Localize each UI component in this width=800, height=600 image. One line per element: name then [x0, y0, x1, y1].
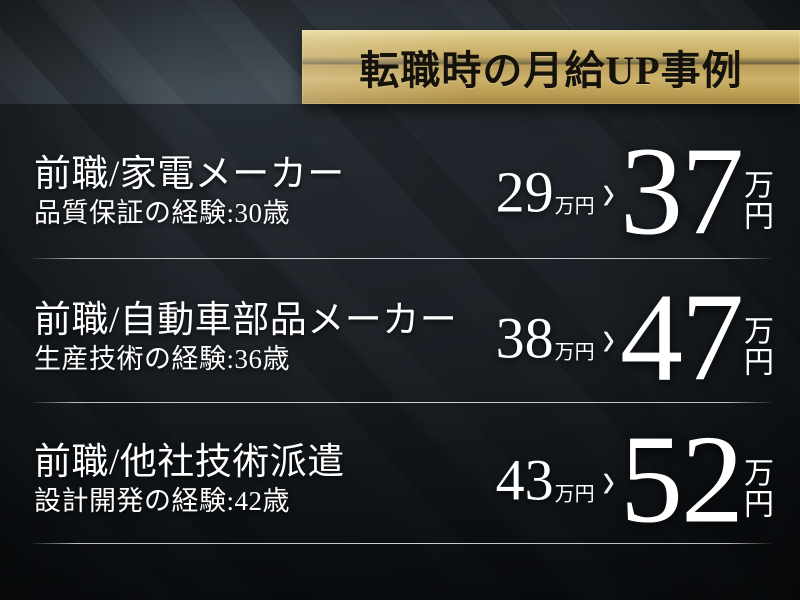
job-info-3: 前職/他社技術派遣 設計開発の経験:42歳 [34, 442, 345, 518]
salary-after-value-2: 47 [620, 268, 744, 408]
salary-before-unit-2: 万円 [554, 340, 595, 363]
job-title-3: 前職/他社技術派遣 [34, 442, 345, 484]
salary-after-value-1: 37 [620, 122, 744, 262]
title-banner: 転職時の月給UP事例 [302, 30, 800, 104]
salary-before-1: 29 万円 [495, 159, 595, 225]
salary-after-unit-2: 万 円 [744, 315, 774, 380]
background-dark-band [0, 104, 800, 600]
salary-after-unit-man-3: 万 [744, 457, 774, 491]
salary-after-unit-3: 万 円 [744, 457, 774, 522]
salary-before-value-3: 43 [495, 447, 554, 513]
salary-before-unit-1: 万円 [554, 194, 595, 217]
job-info-1: 前職/家電メーカー 品質保証の経験:30歳 [34, 154, 345, 230]
job-title-2: 前職/自動車部品メーカー [34, 300, 458, 342]
job-info-2: 前職/自動車部品メーカー 生産技術の経験:36歳 [34, 300, 457, 376]
salary-after-2: 47 万 円 [620, 268, 774, 408]
case-row-1: 前職/家電メーカー 品質保証の経験:30歳 29 万円 › 37 万 円 [0, 126, 800, 258]
salary-after-unit-man-2: 万 [744, 315, 774, 349]
row-divider-3 [32, 543, 772, 544]
chevron-right-icon: › [602, 309, 615, 367]
case-row-3: 前職/他社技術派遣 設計開発の経験:42歳 43 万円 › 52 万 円 [0, 414, 800, 546]
job-subtitle-1: 品質保証の経験:30歳 [34, 198, 291, 229]
salary-before-unit-3: 万円 [554, 482, 595, 505]
row-divider-2 [32, 402, 772, 403]
salary-before-value-1: 29 [495, 159, 554, 225]
salary-after-unit-1: 万 円 [744, 169, 774, 234]
salary-comparison-3: 43 万円 › 52 万 円 [495, 410, 774, 550]
job-subtitle-2: 生産技術の経験:36歳 [34, 344, 291, 375]
salary-before-3: 43 万円 [495, 447, 595, 513]
row-divider-1 [32, 258, 772, 259]
salary-after-unit-yen-2: 円 [744, 346, 774, 380]
salary-after-value-3: 52 [620, 410, 744, 550]
page-title: 転職時の月給UP事例 [359, 48, 743, 93]
salary-after-1: 37 万 円 [620, 122, 774, 262]
case-row-2: 前職/自動車部品メーカー 生産技術の経験:36歳 38 万円 › 47 万 円 [0, 272, 800, 404]
chevron-right-icon: › [602, 163, 615, 221]
salary-comparison-2: 38 万円 › 47 万 円 [495, 268, 774, 408]
chevron-right-icon: › [602, 451, 615, 509]
job-title-1: 前職/家電メーカー [34, 154, 345, 196]
salary-after-3: 52 万 円 [620, 410, 774, 550]
salary-before-value-2: 38 [495, 305, 554, 371]
job-subtitle-3: 設計開発の経験:42歳 [34, 486, 291, 517]
salary-after-unit-yen-3: 円 [744, 488, 774, 522]
salary-comparison-1: 29 万円 › 37 万 円 [495, 122, 774, 262]
salary-before-2: 38 万円 [495, 305, 595, 371]
salary-after-unit-yen-1: 円 [744, 200, 774, 234]
salary-after-unit-man-1: 万 [744, 169, 774, 203]
